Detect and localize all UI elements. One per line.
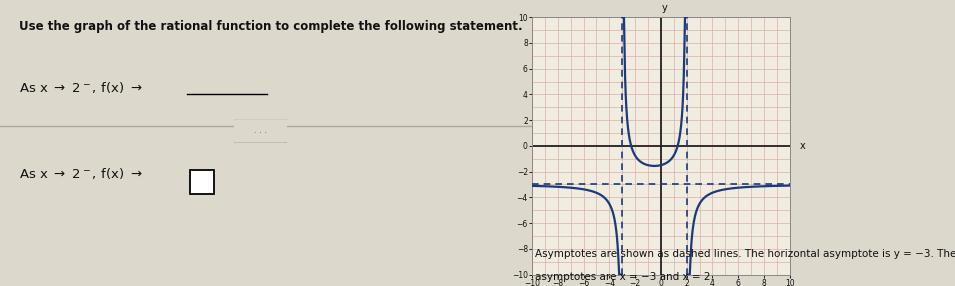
Text: As x $\to$ 2$^-$, f(x) $\to$: As x $\to$ 2$^-$, f(x) $\to$ (19, 80, 142, 95)
FancyBboxPatch shape (231, 119, 289, 143)
FancyBboxPatch shape (190, 170, 214, 194)
Text: . . .: . . . (254, 126, 266, 135)
Text: As x $\to$ 2$^-$, f(x) $\to$: As x $\to$ 2$^-$, f(x) $\to$ (19, 166, 142, 181)
Text: x: x (800, 141, 806, 151)
Text: y: y (662, 3, 668, 13)
Text: Use the graph of the rational function to complete the following statement.: Use the graph of the rational function t… (19, 20, 522, 33)
Text: Asymptotes are shown as dashed lines. The horizontal asymptote is y = −3. The ve: Asymptotes are shown as dashed lines. Th… (535, 249, 955, 259)
Text: asymptotes are x = −3 and x = 2.: asymptotes are x = −3 and x = 2. (535, 272, 713, 282)
